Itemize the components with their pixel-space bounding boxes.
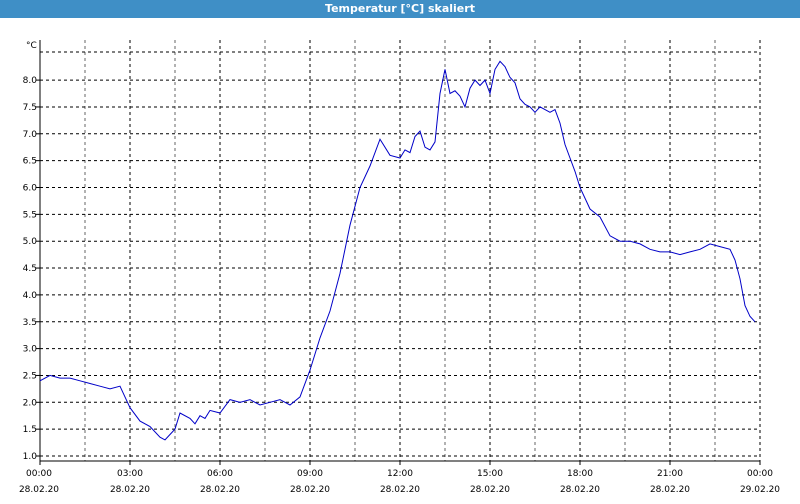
x-tick-date-label: 28.02.20 <box>200 485 240 495</box>
y-tick-label: 8.0 <box>23 76 38 86</box>
y-tick-label: 1.0 <box>23 452 38 462</box>
x-tick-date-label: 28.02.20 <box>650 485 690 495</box>
chart-area: °C 1.0 1.5 2.0 2.5 3.0 3.5 4.0 4.5 5.0 5.5 6.0 6.5 7… <box>0 18 800 500</box>
y-tick-label: 3.5 <box>23 318 37 328</box>
x-tick-date-label: 29.02.20 <box>740 485 780 495</box>
y-tick-label: 4.5 <box>23 264 37 274</box>
temperature-line-chart: °C 1.0 1.5 2.0 2.5 3.0 3.5 4.0 4.5 5.0 5.5 6.0 6.5 7… <box>19 40 780 495</box>
x-tick-date-label: 28.02.20 <box>470 485 510 495</box>
y-tick-label: 6.5 <box>23 157 37 167</box>
y-tick-label: 3.0 <box>23 345 38 355</box>
x-tick-date-label: 28.02.20 <box>110 485 150 495</box>
x-tick-time-label: 15:00 <box>477 469 503 479</box>
window-title: Temperatur [°C] skaliert <box>325 2 475 15</box>
x-tick-date-label: 28.02.20 <box>380 485 420 495</box>
x-tick-time-label: 09:00 <box>297 469 323 479</box>
x-tick-time-label: 03:00 <box>117 469 143 479</box>
x-tick-date-label: 28.02.20 <box>290 485 330 495</box>
x-tick-date-label: 28.02.20 <box>560 485 600 495</box>
y-tick-label: 6.0 <box>23 184 38 194</box>
x-tick-time-label: 21:00 <box>657 469 683 479</box>
x-tick-time-label: 12:00 <box>387 469 413 479</box>
y-tick-label: 2.5 <box>23 371 37 381</box>
x-tick-date-label: 28.02.20 <box>19 485 59 495</box>
temperature-series-line <box>39 60 756 441</box>
y-axis-unit-label: °C <box>26 41 37 51</box>
y-tick-label: 5.5 <box>23 210 37 220</box>
y-tick-label: 7.0 <box>23 130 38 140</box>
y-tick-label: 2.0 <box>23 398 38 408</box>
x-tick-time-label: 00:00 <box>26 469 52 479</box>
window-title-bar: Temperatur [°C] skaliert <box>0 0 800 18</box>
y-tick-label: 5.0 <box>23 237 38 247</box>
x-tick-time-label: 06:00 <box>207 469 233 479</box>
y-tick-label: 1.5 <box>23 425 37 435</box>
y-tick-label: 7.5 <box>23 103 37 113</box>
y-tick-label: 4.0 <box>23 291 38 301</box>
x-tick-time-label: 00:00 <box>747 469 773 479</box>
x-tick-time-label: 18:00 <box>567 469 593 479</box>
